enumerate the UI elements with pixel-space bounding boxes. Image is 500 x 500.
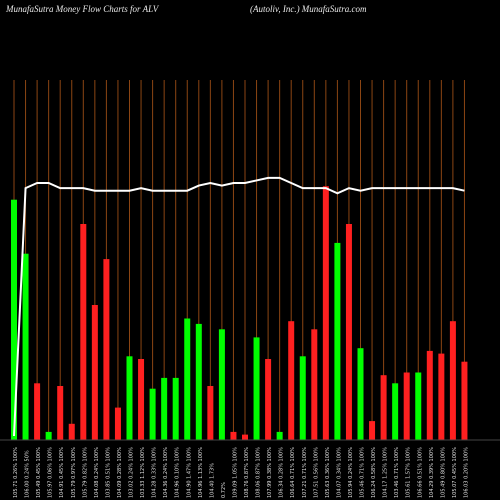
- x-tick-label: 107.21 0.71% 100%: [302, 447, 308, 498]
- x-tick-label: 104.29 0.39% 100%: [429, 447, 435, 498]
- x-tick-label: 104.07 0.34% 100%: [336, 447, 342, 498]
- money-flow-bar: [288, 321, 295, 440]
- money-flow-bar: [311, 329, 318, 440]
- money-flow-bar: [126, 356, 133, 440]
- x-tick-label: 103.85 0.51% 100%: [105, 447, 111, 498]
- money-flow-bar: [265, 359, 272, 440]
- x-tick-label: 105.79 0.97% 100%: [71, 447, 77, 498]
- money-flow-bar: [322, 186, 329, 440]
- money-flow-bar: [172, 377, 179, 440]
- money-flow-bar: [461, 361, 468, 440]
- x-tick-label: 104.91 0.45% 100%: [59, 447, 65, 498]
- x-tick-label: 105.07 0.45% 100%: [452, 447, 458, 498]
- chart-title-left: MunafaSutra Money Flow Charts for ALV: [6, 4, 159, 14]
- money-flow-bar: [403, 372, 410, 440]
- x-tick-label: 104.96 0.10% 100%: [175, 447, 181, 498]
- money-flow-bar: [253, 337, 260, 440]
- x-tick-label: 0.72%: [221, 482, 227, 498]
- money-flow-bar: [114, 407, 121, 440]
- money-flow-bar: [138, 359, 145, 440]
- money-flow-bar: [230, 431, 237, 440]
- x-axis-labels: 105.71 0.26% 100% 106.00 0.24% 50% 105.49 …: [13, 447, 469, 498]
- x-tick-label: 106.03 0.20% 100%: [463, 447, 469, 498]
- x-tick-label: 106.34 0.28% 100%: [279, 447, 285, 498]
- x-tick-label: 105.46 0.71% 100%: [360, 447, 366, 498]
- x-tick-label: 103.46 0.71% 100%: [394, 447, 400, 498]
- money-flow-bar: [195, 323, 202, 440]
- x-tick-label: 105.71 0.26% 100%: [13, 447, 19, 498]
- money-flow-bar: [276, 431, 283, 440]
- money-flow-bar: [11, 199, 17, 440]
- x-tick-label: 106.00 0.24% 50%: [25, 450, 31, 498]
- chart-title-right: (Autoliv, Inc.) MunafaSutra.com: [250, 4, 367, 14]
- money-flow-bar: [334, 242, 341, 440]
- x-tick-label: 106.24 0.58% 100%: [371, 447, 377, 498]
- money-flow-bar: [57, 386, 64, 440]
- money-flow-bar: [80, 224, 87, 440]
- price-line: [13, 176, 465, 437]
- x-tick-label: 106.66 0.51% 100%: [417, 447, 423, 498]
- money-flow-bar: [149, 388, 156, 440]
- x-tick-label: 105.97 0.06% 100%: [48, 447, 54, 498]
- price-line-layer: [13, 176, 465, 437]
- x-tick-label: 104.40 1.73%: [209, 463, 215, 498]
- money-flow-bar: [426, 350, 433, 440]
- money-flow-bar: [184, 318, 191, 440]
- money-flow-bar: [449, 321, 456, 440]
- money-flow-bar: [415, 372, 422, 440]
- x-tick-label: 104.08 0.24% 100%: [94, 447, 100, 498]
- money-flow-bar: [218, 329, 225, 440]
- x-tick-label: 105.49 0.80% 100%: [440, 447, 446, 498]
- x-tick-label: 104.28 0.33% 100%: [152, 447, 158, 498]
- money-flow-bar: [392, 383, 399, 440]
- x-tick-label: 105.61 1.57% 100%: [406, 447, 412, 498]
- x-tick-label: 108.76 0.87% 100%: [244, 447, 250, 498]
- money-flow-bar: [161, 377, 168, 440]
- x-tick-label: 103.33 1.12% 100%: [140, 447, 146, 498]
- x-tick-label: 107.99 0.38% 100%: [267, 447, 273, 498]
- x-tick-label: 104.36 0.24% 100%: [163, 447, 169, 498]
- money-flow-bars: [11, 186, 468, 440]
- money-flow-bar: [45, 431, 52, 440]
- x-tick-label: 103.02 0.24% 100%: [129, 447, 135, 498]
- x-tick-label: 106.64 0.71% 100%: [290, 447, 296, 498]
- money-flow-bar: [207, 386, 214, 440]
- money-flow-bar: [369, 421, 376, 440]
- money-flow-bar: [345, 224, 352, 440]
- x-tick-label: 105.94 0.24% 100%: [348, 447, 354, 498]
- money-flow-bar: [103, 259, 110, 440]
- x-tick-label: 104.96 1.13% 100%: [198, 447, 204, 498]
- money-flow-bar: [22, 253, 29, 440]
- x-tick-label: 105.49 0.45% 100%: [36, 447, 42, 498]
- x-tick-label: 105.79 0.82% 100%: [82, 447, 88, 498]
- x-tick-label: 104.90 1.47% 100%: [186, 447, 192, 498]
- x-tick-label: 107.51 0.56% 100%: [313, 447, 319, 498]
- x-tick-label: 109.09 1.05% 100%: [232, 447, 238, 498]
- money-flow-bar: [242, 434, 248, 440]
- x-tick-label: 108.06 0.87% 100%: [256, 447, 262, 498]
- money-flow-bar: [299, 356, 306, 440]
- money-flow-bar: [357, 348, 364, 440]
- money-flow-bar: [68, 423, 75, 440]
- money-flow-bar: [438, 353, 445, 440]
- x-tick-label: 104.09 0.28% 100%: [117, 447, 123, 498]
- x-tick-label: 105.63 0.36% 100%: [325, 447, 331, 498]
- money-flow-bar: [380, 375, 387, 440]
- money-flow-bar: [34, 383, 41, 440]
- x-tick-label: 104.17 1.25% 100%: [383, 447, 389, 498]
- money-flow-bar: [91, 305, 98, 440]
